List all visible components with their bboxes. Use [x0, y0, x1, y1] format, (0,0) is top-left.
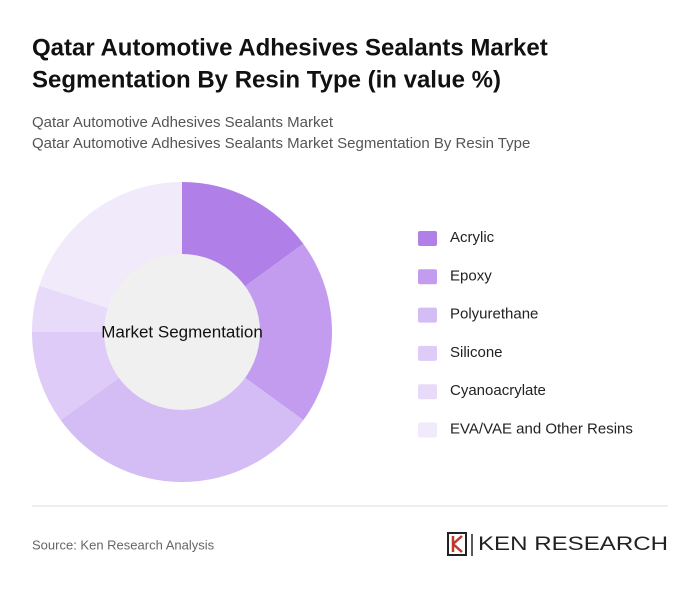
legend-swatch	[418, 269, 437, 285]
logo-icon	[447, 532, 467, 556]
legend-label: Cyanoacrylate	[450, 382, 546, 399]
legend-swatch	[418, 422, 437, 438]
legend-swatch	[418, 345, 437, 361]
brand: KEN RESEARCH	[478, 534, 668, 555]
legend-label: Epoxy	[450, 267, 492, 284]
legend-swatch	[418, 307, 437, 323]
logo-icon	[451, 535, 463, 553]
subtitle: Qatar Automotive Adhesives Sealants Mark…	[32, 114, 334, 131]
chart-title: Qatar Automotive Adhesives Sealants Mark…	[32, 34, 548, 61]
chart-title: Segmentation By Resin Type (in value %)	[32, 66, 501, 93]
legend: Acrylic Epoxy Polyurethane Silicone Cyanoacr…	[418, 229, 633, 438]
legend-swatch	[418, 231, 437, 246]
legend-label: Polyurethane	[450, 306, 538, 323]
legend-label: Acrylic	[450, 229, 495, 246]
source: Source: Ken Research Analysis	[32, 537, 215, 552]
legend-swatch	[418, 384, 437, 400]
subtitle: Qatar Automotive Adhesives Sealants Mark…	[32, 135, 530, 152]
legend-label: Silicone	[450, 344, 503, 361]
center-label: Market Segmentation	[101, 322, 263, 341]
donut-hole	[104, 254, 260, 410]
legend-label: EVA/VAE and Other Resins	[450, 420, 633, 437]
logo: KEN RESEARCH	[447, 532, 668, 556]
